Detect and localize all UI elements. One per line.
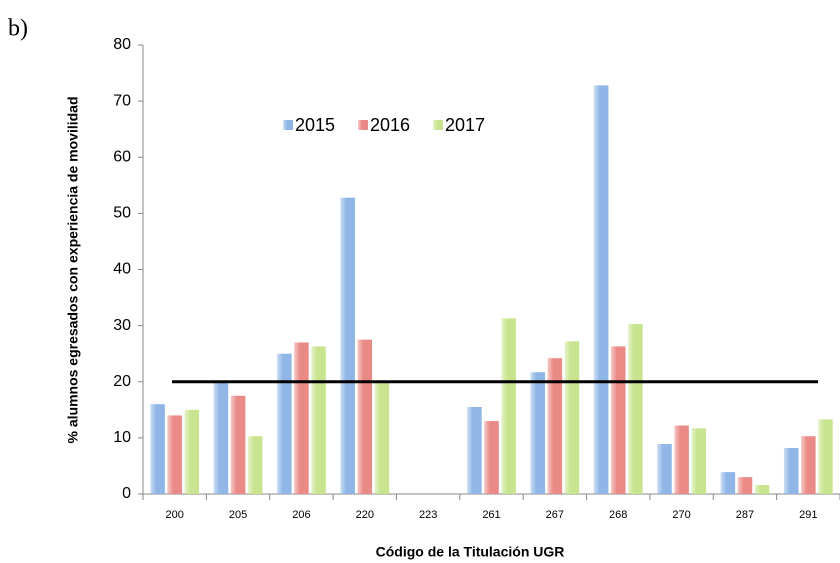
bar [247,436,263,494]
bar [628,323,643,494]
x-tick-label: 200 [166,509,184,521]
y-tick-label: 20 [113,373,131,390]
x-tick-label: 205 [229,509,247,521]
y-tick-label: 70 [113,92,131,109]
bar [530,372,546,494]
y-tick-label: 30 [113,317,131,334]
x-tick-label: 220 [356,509,374,521]
bar [213,381,229,494]
bar [294,342,309,494]
bar [818,419,833,494]
x-tick-label: 291 [799,509,817,521]
x-tick-label: 268 [609,509,627,521]
bar [374,381,390,494]
y-tick-label: 10 [113,429,131,446]
bar [230,395,246,494]
bar [737,477,753,494]
panel-label: b) [8,16,28,42]
bar [783,447,799,494]
bar [754,485,770,494]
bar [340,197,355,494]
legend-label: 2017 [445,115,485,135]
bar [801,436,816,494]
y-tick-label: 40 [113,261,131,278]
x-tick-label: 223 [419,509,437,521]
legend-label: 2016 [370,115,410,135]
x-tick-label: 267 [546,509,564,521]
bar [674,425,689,494]
bar [484,421,499,494]
x-tick-label: 261 [482,509,500,521]
legend-swatch [433,120,443,130]
x-tick-label: 270 [672,509,690,521]
bar [593,85,609,494]
x-axis-label: Código de la Titulación UGR [376,544,565,560]
bar [150,404,165,494]
legend-label: 2015 [295,115,335,135]
bar [467,407,482,494]
legend-swatch [283,120,293,130]
y-tick-label: 60 [113,148,131,165]
bar [657,444,672,494]
y-tick-label: 80 [113,36,131,53]
bar [691,428,706,494]
bar [277,353,292,494]
y-tick-label: 50 [113,205,131,222]
bar [184,409,200,494]
bar [167,415,182,494]
bar [501,318,516,494]
legend-swatch [358,120,368,130]
bar [357,339,373,494]
y-tick-label: 0 [122,485,131,502]
bar [547,358,563,494]
bar [564,341,580,494]
bar [610,346,626,494]
y-axis-label: % alumnos egresados con experiencia de m… [65,96,81,443]
x-tick-label: 206 [292,509,310,521]
bar [720,472,736,494]
x-tick-label: 287 [736,509,754,521]
bar [311,346,326,494]
